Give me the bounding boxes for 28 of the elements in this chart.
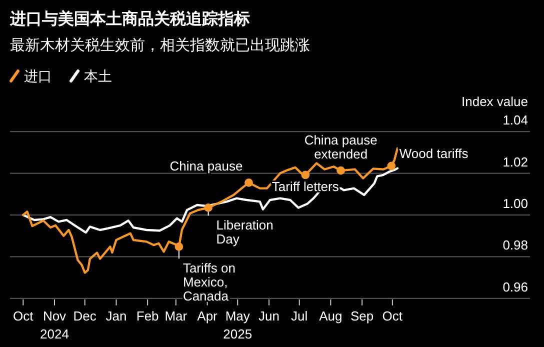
annotation: Tariffs on Mexico, Canada (182, 260, 236, 304)
y-tick-label: 1.04 (502, 112, 528, 128)
x-tick-label: Aug (319, 308, 342, 324)
y-axis-title: Index value (462, 94, 528, 109)
x-tick-label: Jan (106, 308, 127, 324)
x-tick-label: Oct (382, 308, 403, 324)
x-tick-label: Nov 2024 (40, 308, 69, 342)
x-tick-label: Dec (73, 308, 97, 324)
x-tick-label: Oct (13, 308, 34, 324)
y-tick-label: 0.96 (502, 279, 528, 294)
annotation: Wood tariffs (399, 146, 469, 162)
annotation: China pause extended (304, 132, 378, 162)
x-tick-label: Jul (291, 308, 308, 324)
x-tick-label: Jun (258, 308, 280, 324)
chart-subtitle: 最新木材关税生效前，相关指数就已出现跳涨 (10, 37, 310, 54)
chart-title: 进口与美国本土商品关税追踪指标 (9, 9, 250, 28)
y-tick-label: 0.98 (502, 238, 528, 253)
x-tick-label: May 2025 (223, 308, 252, 342)
legend-label: 本土 (84, 68, 112, 84)
x-tick-label: Mar (164, 308, 188, 324)
annotation: Liberation Day (216, 218, 274, 247)
legend-label: 进口 (24, 68, 52, 84)
y-tick-label: 1.02 (502, 154, 528, 170)
annotation: China pause (170, 158, 243, 174)
x-tick-label: Apr (197, 308, 218, 324)
x-tick-label: Sep (350, 308, 374, 324)
y-tick-label: 1.00 (502, 196, 528, 211)
x-tick-label: Feb (136, 308, 159, 324)
